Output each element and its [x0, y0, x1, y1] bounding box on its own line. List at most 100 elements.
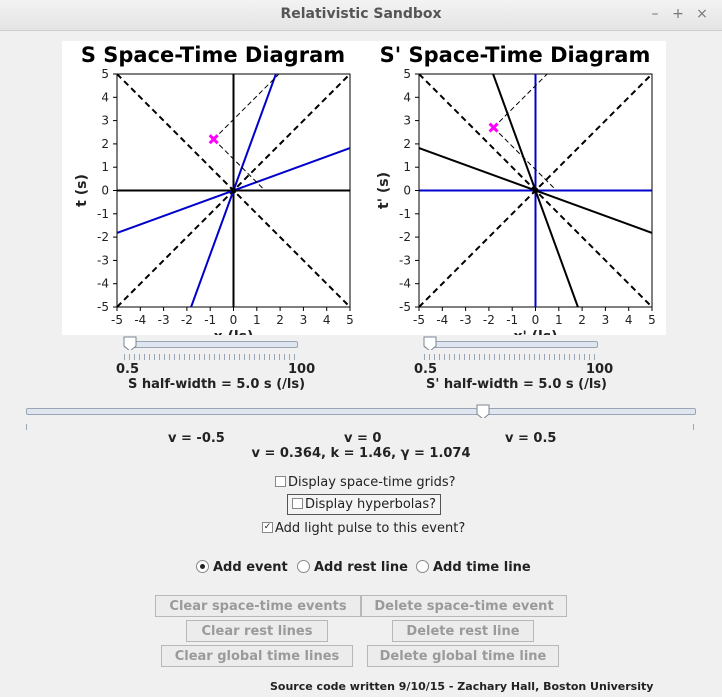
y-tick-label: -5	[399, 300, 411, 314]
delete-rest-line-button[interactable]: Delete rest line	[392, 620, 534, 642]
y-tick-label: 2	[101, 137, 109, 151]
x-tick-label: 0	[230, 313, 238, 327]
x-tick-label: 5	[346, 313, 354, 327]
s-halfwidth-ticks	[124, 354, 298, 360]
x-tick-label: 4	[323, 313, 331, 327]
grids-checkbox[interactable]: Display space-time grids?	[275, 475, 456, 490]
minimize-icon[interactable]: –	[651, 6, 659, 22]
light-pulse-line	[213, 138, 266, 191]
grids-checkbox-box[interactable]	[275, 476, 286, 487]
y-tick-label: 5	[101, 67, 109, 81]
event-marker	[488, 122, 499, 133]
x-tick-label: 4	[625, 313, 633, 327]
y-tick-label: 3	[101, 114, 109, 128]
y-tick-label: 0	[101, 184, 109, 198]
x-tick-label: 2	[578, 313, 586, 327]
x-tick-label: 3	[602, 313, 610, 327]
y-tick-label: -4	[97, 277, 109, 291]
sprime-spacetime-diagram[interactable]: S' Space-Time Diagram -5 -4 -3 -2 -1 0 1 2 3 4 5 5 4…	[364, 41, 666, 335]
y-tick-label: -1	[399, 207, 411, 221]
s-spacetime-diagram[interactable]: S Space-Time Diagram -5 -4 -3 -2 -1 0 1 2 3 4 5 5 4 3…	[62, 41, 364, 335]
y-tick-label: 3	[403, 114, 411, 128]
x-tick-label: -4	[134, 313, 146, 327]
sprime-halfwidth-max: 100	[586, 362, 614, 377]
x-tick-label: -4	[436, 313, 448, 327]
s-diagram-plot[interactable]: -5 -4 -3 -2 -1 0 1 2 3 4 5 5 4 3 2 1 0 -1 -2 -3 -4 -5 x (ls) t …	[62, 41, 364, 335]
origin-dot	[532, 187, 539, 194]
event-marker	[208, 134, 219, 145]
x-tick-label: -2	[181, 313, 193, 327]
x-tick-label: 1	[555, 313, 563, 327]
radio-add-time-line-label: Add time line	[433, 560, 531, 575]
velocity-track[interactable]	[26, 408, 696, 415]
s-diagram-title: S Space-Time Diagram	[80, 43, 346, 67]
s-halfwidth-track[interactable]	[124, 341, 298, 348]
sprime-halfwidth-thumb[interactable]	[423, 336, 437, 350]
s-halfwidth-max: 100	[288, 362, 316, 377]
origin-dot	[230, 187, 237, 194]
y-tick-label: -2	[97, 230, 109, 244]
sprime-halfwidth-min: 0.5	[414, 362, 438, 377]
light-pulse-line	[493, 127, 557, 191]
light-pulse-checkbox-box[interactable]: ✓	[262, 522, 273, 533]
y-axis-label: t' (s)	[376, 172, 392, 209]
delete-time-line-button[interactable]: Delete global time line	[367, 645, 559, 667]
sprime-halfwidth-ticks	[424, 354, 598, 360]
y-axis-label: t (s)	[74, 174, 90, 207]
s-halfwidth-min: 0.5	[116, 362, 140, 377]
x-tick-label: 2	[276, 313, 284, 327]
hyperbolas-checkbox[interactable]: Display hyperbolas?	[287, 494, 442, 515]
window-title: Relativistic Sandbox	[280, 6, 442, 22]
sprime-diagram-title: S' Space-Time Diagram	[379, 43, 651, 67]
radio-add-time-line-dot[interactable]	[416, 560, 429, 573]
y-tick-label: -4	[399, 277, 411, 291]
y-tick-label: -2	[399, 230, 411, 244]
sprime-halfwidth-label: S' half-width = 5.0 s (/ls)	[426, 377, 608, 392]
radio-add-event[interactable]: Add event	[196, 560, 288, 575]
x-tick-label: 3	[300, 313, 308, 327]
x-tick-label: -2	[483, 313, 495, 327]
y-tick-label: -5	[97, 300, 109, 314]
light-pulse-checkbox-label: Add light pulse to this event?	[275, 521, 466, 536]
x-tick-label: 0	[532, 313, 540, 327]
y-tick-label: -1	[97, 207, 109, 221]
delete-event-button[interactable]: Delete space-time event	[361, 595, 567, 617]
clear-time-lines-button[interactable]: Clear global time lines	[161, 645, 353, 667]
sprime-diagram-plot[interactable]: -5 -4 -3 -2 -1 0 1 2 3 4 5 5 4 3 2 1 0 -1 -2 -3 -4 -5 x' (ls) t…	[364, 41, 666, 335]
x-tick-label: -1	[506, 313, 518, 327]
close-icon[interactable]: ×	[696, 6, 708, 22]
x-tick-label: -3	[158, 313, 170, 327]
s-halfwidth-label: S half-width = 5.0 s (/ls)	[128, 377, 306, 392]
radio-add-time-line[interactable]: Add time line	[416, 560, 531, 575]
s-halfwidth-thumb[interactable]	[123, 336, 137, 350]
x-axis-label: x (ls)	[214, 329, 254, 335]
x-tick-label: -5	[111, 313, 123, 327]
maximize-icon[interactable]: +	[672, 6, 684, 22]
clear-rest-lines-button[interactable]: Clear rest lines	[186, 620, 328, 642]
clear-events-button[interactable]: Clear space-time events	[155, 595, 361, 617]
x-tick-label: 5	[648, 313, 656, 327]
y-tick-label: 1	[403, 160, 411, 174]
x-axis-label: x' (ls)	[513, 329, 557, 335]
velocity-thumb[interactable]	[476, 404, 490, 418]
x-tick-label: -1	[204, 313, 216, 327]
light-pulse-checkbox[interactable]: ✓ Add light pulse to this event?	[262, 521, 465, 536]
y-tick-label: -3	[399, 253, 411, 267]
radio-add-rest-line-dot[interactable]	[297, 560, 310, 573]
hyperbolas-checkbox-box[interactable]	[292, 498, 303, 509]
footer-credit: Source code written 9/10/15 - Zachary Ha…	[270, 680, 654, 693]
x-tick-label: -3	[460, 313, 472, 327]
radio-add-event-label: Add event	[213, 560, 288, 575]
y-tick-label: 0	[403, 184, 411, 198]
light-pulse-line	[213, 74, 280, 140]
radio-add-event-dot[interactable]	[196, 560, 209, 573]
y-tick-label: -3	[97, 253, 109, 267]
velocity-label-zero: v = 0	[344, 431, 382, 446]
x-tick-label: -5	[413, 313, 425, 327]
y-tick-label: 2	[403, 137, 411, 151]
velocity-label-pos: v = 0.5	[505, 431, 557, 446]
y-tick-label: 5	[403, 67, 411, 81]
radio-add-rest-line[interactable]: Add rest line	[297, 560, 408, 575]
velocity-label-neg: v = -0.5	[168, 431, 225, 446]
sprime-halfwidth-track[interactable]	[424, 341, 598, 348]
